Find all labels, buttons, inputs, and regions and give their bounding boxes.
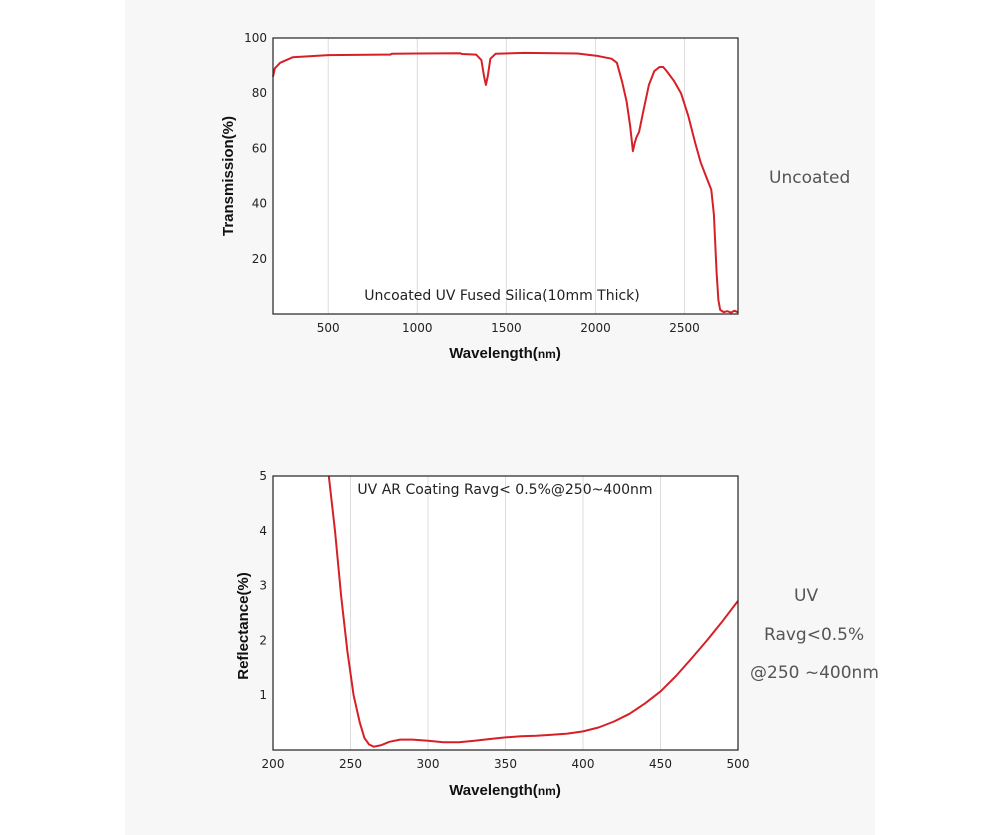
top-x-tick-label: 500	[317, 321, 340, 335]
top-y-axis-label: Transmission(%)	[220, 116, 237, 236]
bottom-x-tick-labels: 200 250 300 350 400 450 500	[262, 757, 750, 771]
bottom-x-axis-label: Wavelength(nm)	[449, 782, 561, 799]
bottom-y-tick-label: 1	[259, 688, 267, 702]
bottom-gridlines	[350, 476, 661, 750]
bottom-annotation: UV AR Coating Ravg< 0.5%@250~400nm	[357, 482, 652, 498]
top-annotation: Uncoated UV Fused Silica(10mm Thick)	[364, 288, 640, 304]
side-label-uv: UV	[794, 586, 819, 606]
top-x-tick-label: 2000	[580, 321, 611, 335]
bottom-y-tick-label: 3	[259, 579, 267, 593]
bottom-y-axis-label: Reflectance(%)	[235, 572, 252, 680]
top-plot-area	[273, 38, 738, 314]
top-x-tick-label: 1500	[491, 321, 522, 335]
top-y-tick-labels: 20 40 60 80 100	[244, 31, 267, 266]
top-x-tick-label: 2500	[669, 321, 700, 335]
top-gridlines	[327, 38, 686, 314]
bottom-x-tick-label: 500	[727, 757, 750, 771]
bottom-y-tick-label: 5	[259, 469, 267, 483]
top-series-line	[272, 51, 739, 314]
reflectance-chart: 200 250 300 350 400 450 500 1 2 3 4 5 UV AR Coatin…	[235, 469, 749, 799]
bottom-x-tick-label: 250	[339, 757, 362, 771]
top-y-tick-label: 60	[252, 141, 267, 155]
bottom-x-tick-label: 450	[649, 757, 672, 771]
bottom-y-tick-label: 2	[259, 633, 267, 647]
bottom-y-tick-label: 4	[259, 524, 267, 538]
side-label-uncoated: Uncoated	[769, 168, 851, 188]
side-label-range: @250 ~400nm	[750, 663, 879, 683]
top-x-tick-labels: 500 1000 1500 2000 2500	[317, 321, 700, 335]
top-plot-frame	[272, 37, 739, 315]
top-y-tick-label: 20	[252, 252, 267, 266]
top-x-axis-label: Wavelength(nm)	[449, 345, 561, 362]
transmission-chart: 500 1000 1500 2000 2500 20 40 60 80 100 Uncoated…	[220, 31, 739, 362]
bottom-series-line	[327, 475, 739, 748]
top-y-tick-label: 40	[252, 197, 267, 211]
top-x-tick-label: 1000	[402, 321, 433, 335]
side-label-ravg: Ravg<0.5%	[764, 625, 865, 645]
bottom-x-tick-label: 400	[572, 757, 595, 771]
bottom-plot-frame	[272, 475, 739, 751]
top-y-tick-label: 100	[244, 31, 267, 45]
top-y-tick-label: 80	[252, 86, 267, 100]
bottom-y-tick-labels: 1 2 3 4 5	[259, 469, 267, 702]
bottom-x-tick-label: 300	[417, 757, 440, 771]
bottom-x-tick-label: 200	[262, 757, 285, 771]
bottom-x-tick-label: 350	[494, 757, 517, 771]
